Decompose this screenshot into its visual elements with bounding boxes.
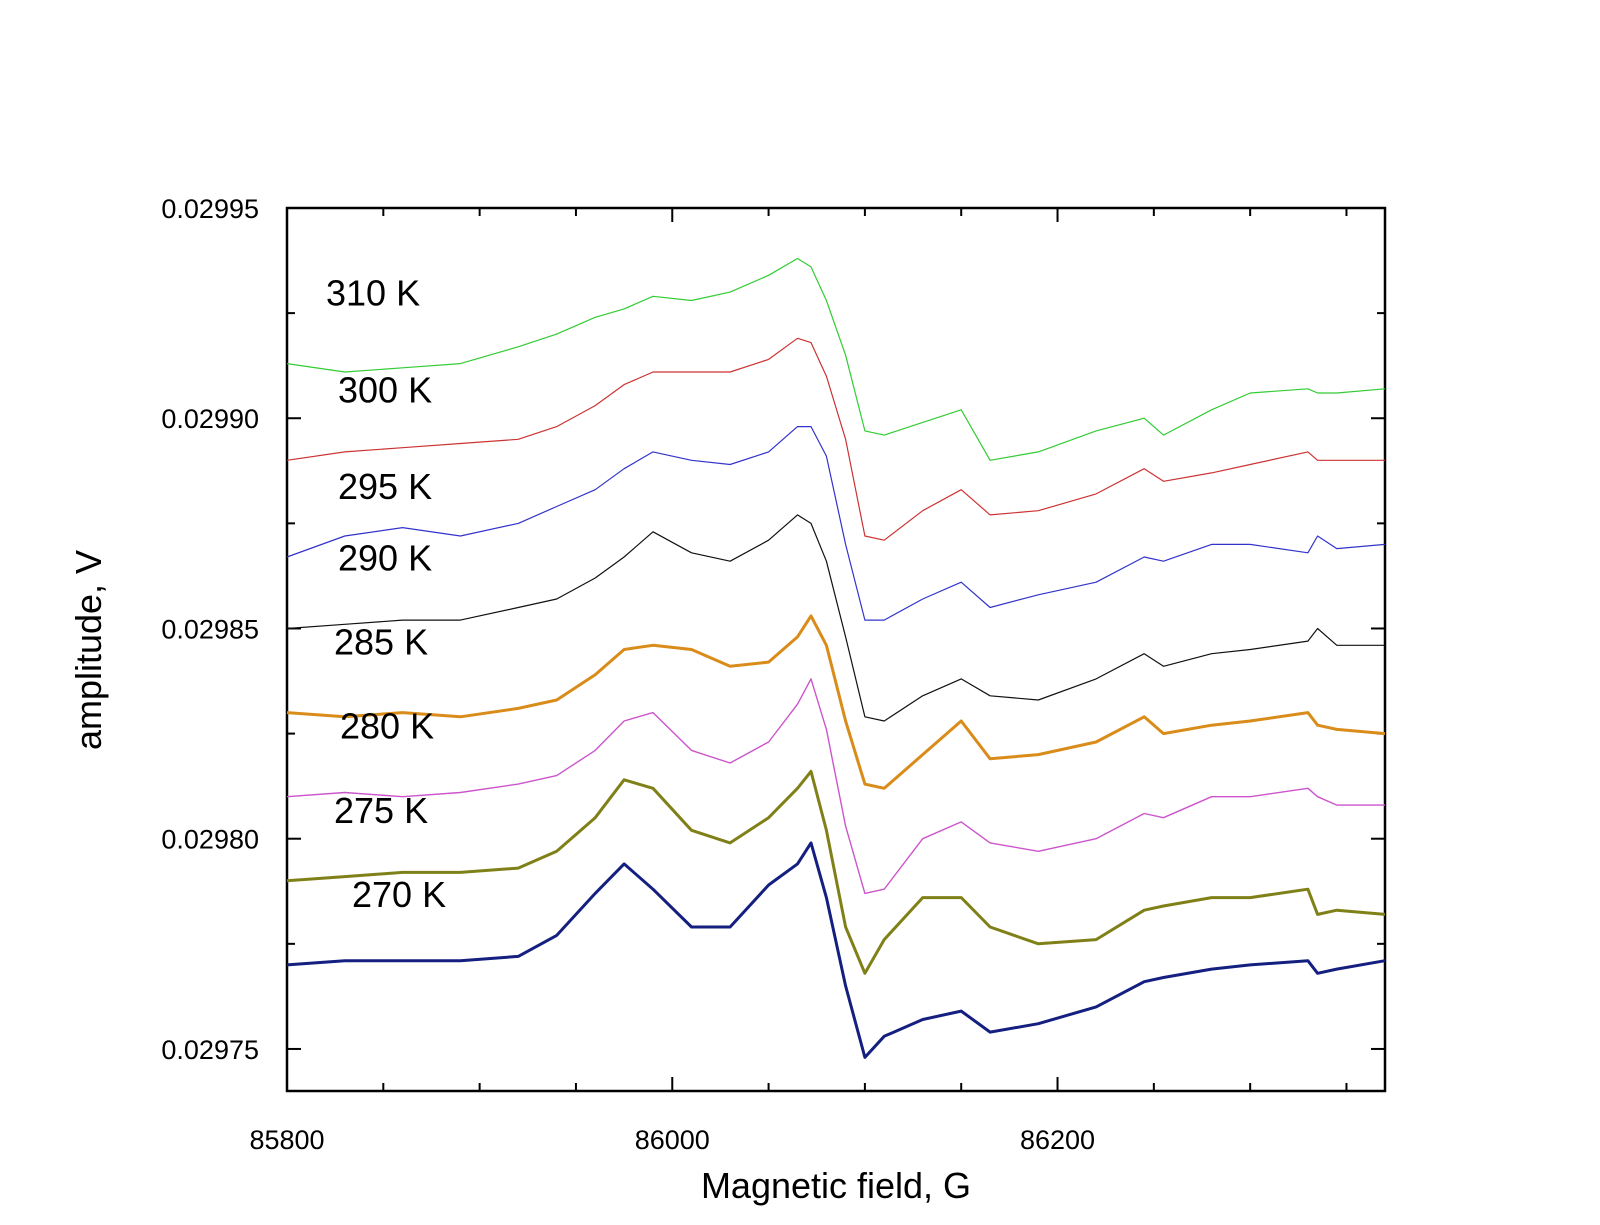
series-line-280-k xyxy=(286,678,1385,895)
x-axis-title: Magnetic field, G xyxy=(701,1165,971,1206)
x-tick-label: 85800 xyxy=(249,1125,324,1155)
series-label: 310 K xyxy=(326,273,420,314)
series-label: 275 K xyxy=(334,790,428,831)
series-label: 280 K xyxy=(340,706,434,747)
y-tick-label: 0.02975 xyxy=(161,1035,259,1065)
series-labels: 310 K 300 K 295 K 290 K 285 K 280 K 275 K 270 K xyxy=(326,273,446,915)
x-tick-label: 86200 xyxy=(1020,1125,1095,1155)
plot-frame xyxy=(285,206,1387,1093)
y-tick-label: 0.02990 xyxy=(161,404,259,434)
series-line-270-k xyxy=(286,841,1386,1059)
series-label: 290 K xyxy=(338,537,432,578)
series-label: 295 K xyxy=(338,466,432,507)
series-line-275-k xyxy=(286,769,1386,975)
y-tick-label: 0.02995 xyxy=(161,194,259,224)
series-line-310-k xyxy=(286,257,1386,461)
y-tick-label: 0.02980 xyxy=(161,825,259,855)
series-lines xyxy=(286,257,1386,1059)
axis-ticks: 85800 86000 86200 0.02975 0.02980 0.02985 0.02… xyxy=(161,194,1385,1155)
x-tick-label: 86000 xyxy=(635,1125,710,1155)
y-tick-label: 0.02985 xyxy=(161,614,259,644)
series-label: 285 K xyxy=(334,622,428,663)
series-line-285-k xyxy=(286,614,1386,790)
series-label: 300 K xyxy=(338,369,432,410)
y-axis-title: amplitude, V xyxy=(68,550,109,750)
series-line-290-k xyxy=(286,514,1385,722)
series-label: 270 K xyxy=(352,874,446,915)
series-line-300-k xyxy=(286,337,1385,541)
series-line-295-k xyxy=(286,426,1386,621)
